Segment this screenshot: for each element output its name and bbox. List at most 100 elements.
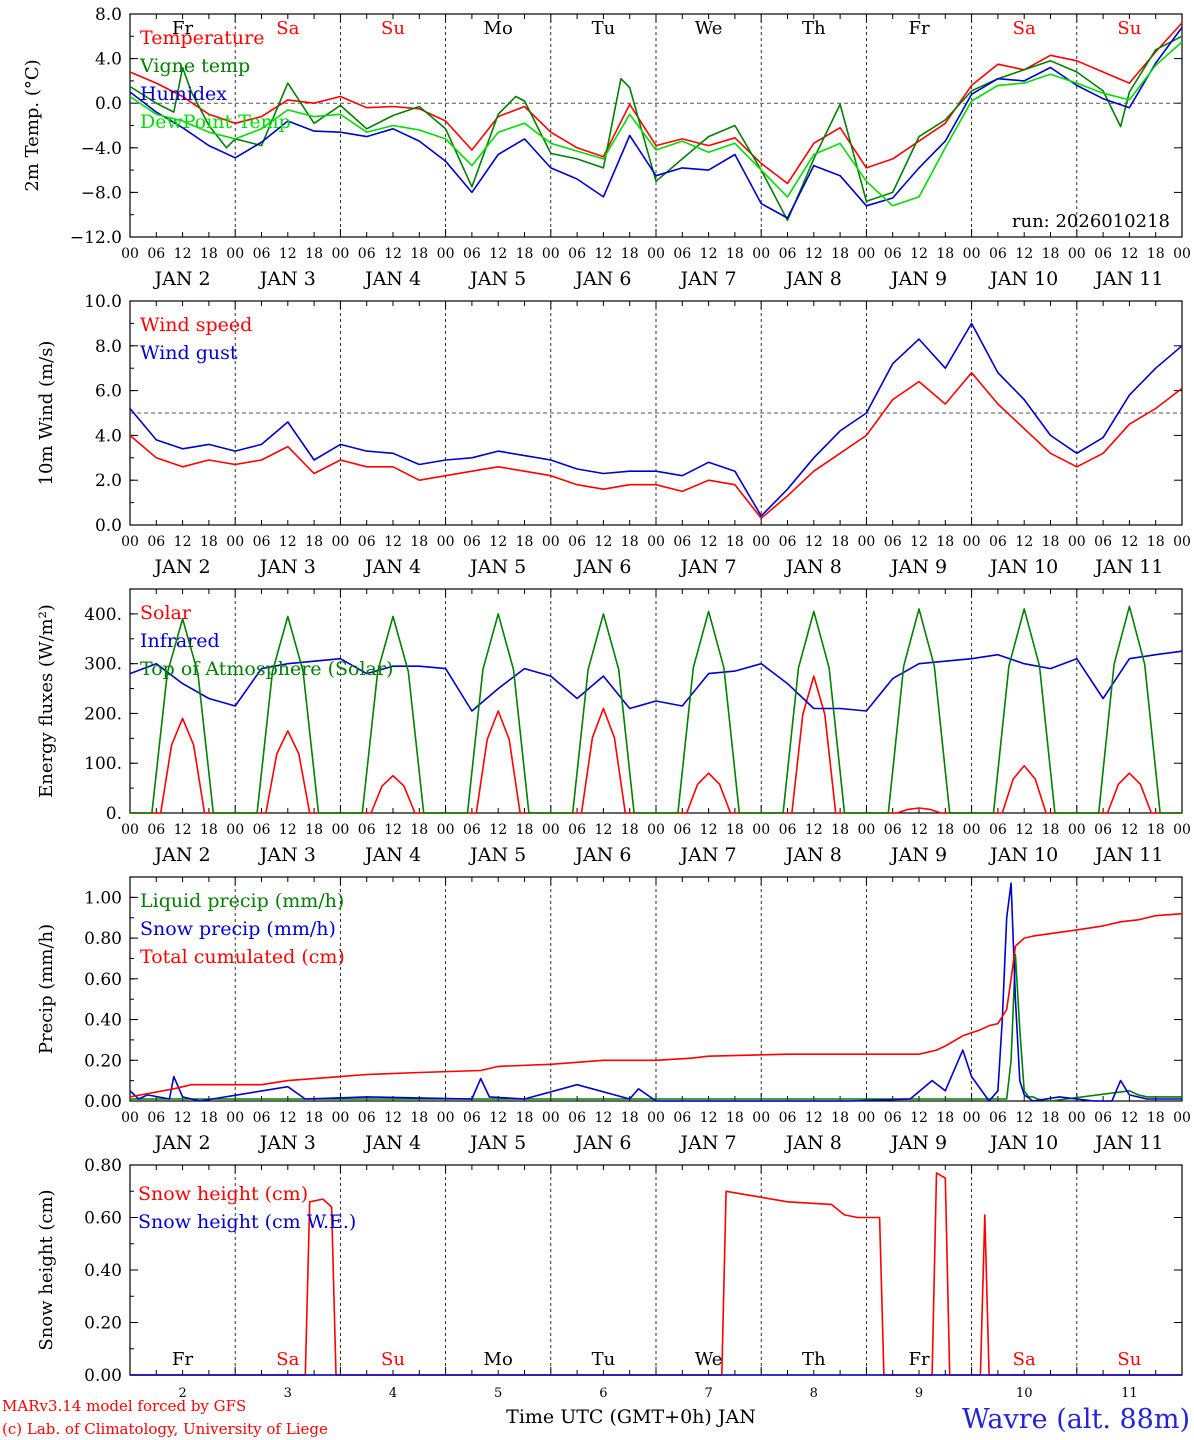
hour-tick-label: 00 xyxy=(647,822,665,838)
hour-tick-label: 18 xyxy=(410,534,428,550)
wind-legend-1: Wind gust xyxy=(140,342,238,364)
hour-tick-label: 06 xyxy=(673,246,691,262)
hour-tick-label: 06 xyxy=(673,822,691,838)
snow-day-label: Th xyxy=(802,1349,826,1370)
date-label: JAN 3 xyxy=(258,1132,316,1154)
hour-tick-label: 06 xyxy=(568,822,586,838)
hour-tick-label: 12 xyxy=(384,246,402,262)
temp-series-0 xyxy=(129,22,1183,185)
hour-tick-label: 06 xyxy=(779,822,797,838)
hour-tick-label: 18 xyxy=(200,1110,218,1126)
hour-tick-label: 06 xyxy=(1094,534,1112,550)
date-label: JAN 8 xyxy=(784,268,842,290)
precip-y-axis-label: Precip (mm/h) xyxy=(36,924,57,1054)
hour-tick-label: 06 xyxy=(358,534,376,550)
hour-tick-label: 06 xyxy=(463,1110,481,1126)
hour-tick-label: 18 xyxy=(831,1110,849,1126)
hour-tick-label: 12 xyxy=(805,246,823,262)
precip-y-tick-label: 0.40 xyxy=(84,1011,122,1031)
hour-tick-label: 18 xyxy=(516,1110,534,1126)
hour-tick-label: 06 xyxy=(463,822,481,838)
hour-tick-label: 18 xyxy=(305,246,323,262)
precip-series-0 xyxy=(130,953,1182,1102)
hour-tick-label: 00 xyxy=(331,822,349,838)
wind-legend-0: Wind speed xyxy=(140,314,252,336)
date-label: JAN 9 xyxy=(889,844,947,866)
precip-legend-2: Total cumulated (cm) xyxy=(140,946,345,968)
snow-legend-1: Snow height (cm W.E.) xyxy=(138,1211,356,1233)
hour-tick-label: 06 xyxy=(673,1110,691,1126)
snow-day-label: Fr xyxy=(908,1349,929,1370)
temp-legend-2: Humidex xyxy=(140,83,227,105)
x-axis-label: Time UTC (GMT+0h) JAN xyxy=(506,1406,756,1428)
hour-tick-label: 18 xyxy=(516,246,534,262)
hour-tick-label: 12 xyxy=(910,246,928,262)
date-label: JAN 5 xyxy=(468,556,526,578)
hour-tick-label: 00 xyxy=(542,822,560,838)
temp-y-tick-label: −8.0 xyxy=(81,183,122,203)
hour-tick-label: 12 xyxy=(279,1110,297,1126)
wind-y-tick-label: 8.0 xyxy=(95,337,122,357)
panel-wind: 0.0 2.0 4.0 6.0 8.0 10.0 10m Wind (m/s) Wind sp… xyxy=(36,292,1191,578)
hour-tick-label: 00 xyxy=(331,534,349,550)
credit-line-2: (c) Lab. of Climatology, University of L… xyxy=(2,1420,328,1438)
hour-tick-label: 18 xyxy=(305,1110,323,1126)
day-label: Tu xyxy=(592,18,616,39)
hour-tick-label: 12 xyxy=(805,534,823,550)
hour-tick-label: 18 xyxy=(726,246,744,262)
hour-tick-label: 12 xyxy=(1015,1110,1033,1126)
date-label: JAN 5 xyxy=(468,1132,526,1154)
snow-y-tick-label: 0.80 xyxy=(84,1156,122,1176)
hour-tick-label: 18 xyxy=(305,822,323,838)
hour-tick-label: 12 xyxy=(700,534,718,550)
snow-y-axis-label: Snow height (cm) xyxy=(36,1189,57,1350)
temp-legend-0: Temperature xyxy=(140,27,264,49)
hour-tick-label: 00 xyxy=(647,246,665,262)
hour-tick-label: 06 xyxy=(463,534,481,550)
hour-tick-label: 00 xyxy=(121,1110,139,1126)
hour-tick-label: 00 xyxy=(752,1110,770,1126)
hour-tick-label: 00 xyxy=(857,534,875,550)
wind-y-axis-label: 10m Wind (m/s) xyxy=(36,341,57,486)
snow-date-number: 4 xyxy=(389,1386,397,1401)
energy-legend-2: Top of Atmosphere (Solar) xyxy=(140,658,393,680)
hour-tick-label: 12 xyxy=(910,822,928,838)
date-label: JAN 2 xyxy=(153,844,211,866)
hour-tick-label: 00 xyxy=(963,246,981,262)
hour-tick-label: 00 xyxy=(1068,534,1086,550)
date-label: JAN 6 xyxy=(573,268,631,290)
hour-tick-label: 12 xyxy=(489,1110,507,1126)
hour-tick-label: 18 xyxy=(936,1110,954,1126)
snow-date-number: 7 xyxy=(704,1386,712,1401)
hour-tick-label: 18 xyxy=(516,822,534,838)
hour-tick-label: 06 xyxy=(147,246,165,262)
hour-tick-label: 00 xyxy=(331,246,349,262)
wind-y-tick-label: 6.0 xyxy=(95,382,122,402)
day-label: Su xyxy=(1117,18,1141,39)
hour-tick-label: 18 xyxy=(200,822,218,838)
hour-tick-label: 12 xyxy=(1120,534,1138,550)
date-label: JAN 11 xyxy=(1093,844,1163,866)
hour-tick-label: 06 xyxy=(253,1110,271,1126)
hour-tick-label: 06 xyxy=(358,822,376,838)
hour-tick-label: 06 xyxy=(147,822,165,838)
date-label: JAN 9 xyxy=(889,1132,947,1154)
hour-tick-label: 18 xyxy=(200,534,218,550)
hour-tick-label: 12 xyxy=(384,822,402,838)
hour-tick-label: 00 xyxy=(226,534,244,550)
hour-tick-label: 18 xyxy=(200,246,218,262)
temp-y-axis-label: 2m Temp. (°C) xyxy=(22,59,43,191)
date-label: JAN 3 xyxy=(258,556,316,578)
hour-tick-label: 18 xyxy=(621,1110,639,1126)
date-label: JAN 8 xyxy=(784,844,842,866)
hour-tick-label: 00 xyxy=(963,534,981,550)
snow-date-number: 3 xyxy=(284,1386,292,1401)
temp-series-2 xyxy=(129,26,1183,219)
hour-tick-label: 12 xyxy=(489,822,507,838)
hour-tick-label: 00 xyxy=(647,1110,665,1126)
hour-tick-label: 00 xyxy=(963,822,981,838)
energy-y-tick-label: 300. xyxy=(84,655,122,675)
precip-y-tick-label: 1.00 xyxy=(84,888,122,908)
hour-tick-label: 06 xyxy=(1094,822,1112,838)
hour-tick-label: 12 xyxy=(384,534,402,550)
